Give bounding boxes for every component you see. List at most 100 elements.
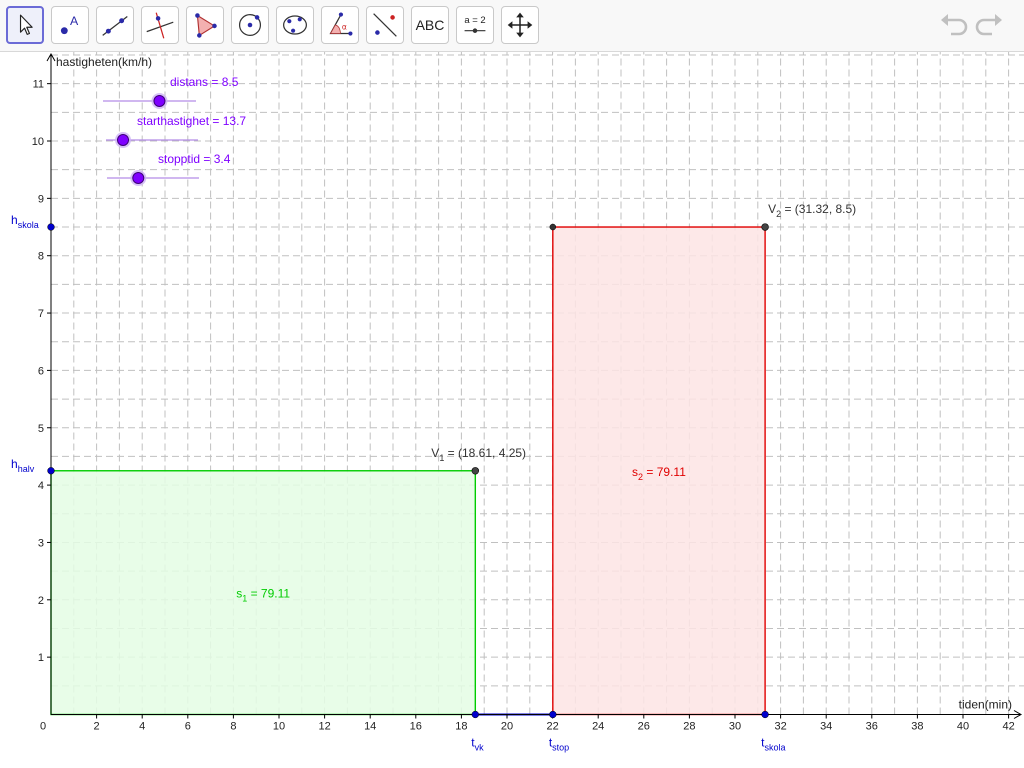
y-tick-label: 11	[33, 79, 44, 91]
line-tool[interactable]	[96, 6, 134, 44]
x-tick-label: 24	[592, 721, 604, 733]
x-axis-arrow	[1013, 710, 1023, 719]
x-tick-label: 0	[40, 721, 46, 733]
y-tick-label: 10	[32, 136, 44, 148]
x-axis-label: tiden(min)	[959, 698, 1012, 712]
graphics-view[interactable]: 0 2 4 6 8 10 12 14 16 18 20 22 24 26 28 30 32 34 36 38 40 421…	[0, 52, 1024, 768]
y-tick-label: 4	[38, 480, 44, 492]
x-tick-label: 36	[866, 721, 878, 733]
y-tick-label: 7	[38, 308, 44, 320]
axis-point-label-t-stop: tstop	[549, 736, 569, 753]
svg-text:α: α	[342, 23, 347, 32]
slider-label: distans = 8.5	[170, 75, 239, 89]
axis-point-t-vk	[471, 710, 479, 719]
point-label-v1: V1 = (18.61, 4.25)	[431, 446, 526, 463]
area-s2	[552, 226, 766, 716]
x-tick-label: 40	[957, 721, 969, 733]
x-tick-label: 10	[273, 721, 285, 733]
slider-tool-label: a = 2	[464, 15, 485, 26]
toolbar: A α	[0, 0, 1024, 52]
label-layer: s1 = 79.11 s2 = 79.11 tiden(min) hastighete…	[11, 55, 1012, 753]
angle-icon: α	[329, 12, 353, 36]
point-layer	[47, 223, 769, 719]
slider-handle[interactable]	[117, 134, 130, 146]
move-tool[interactable]	[6, 6, 44, 44]
slider-tool[interactable]: a = 2	[456, 6, 494, 44]
point-v2	[761, 223, 769, 231]
svg-text:A: A	[70, 14, 79, 28]
axis-point-label-h-skola: hskola	[11, 213, 39, 230]
x-tick-label: 16	[410, 721, 422, 733]
y-axis-arrow	[46, 52, 56, 62]
redo-icon	[975, 14, 1002, 36]
area-s1	[50, 470, 477, 716]
y-tick-label: 9	[38, 193, 44, 205]
point-icon: A	[60, 14, 79, 35]
angle-tool[interactable]: α	[321, 6, 359, 44]
slider-label: starthastighet = 13.7	[137, 114, 246, 128]
slider-layer: distans = 8.5 starthastighet = 13.7 stoppt…	[103, 75, 246, 186]
axes: 0 2 4 6 8 10 12 14 16 18 20 22 24 26 28 30 32 34 36 38 40 421…	[32, 52, 1023, 733]
x-tick-label: 4	[139, 721, 145, 733]
circle-tool[interactable]	[231, 6, 269, 44]
slider-icon: a = 2	[464, 15, 486, 33]
point-tool[interactable]: A	[51, 6, 89, 44]
x-tick-label: 2	[94, 721, 100, 733]
x-tick-label: 14	[364, 721, 376, 733]
axis-point-label-t-vk: tvk	[471, 736, 484, 753]
point-label-v2: V2 = (31.32, 8.5)	[768, 202, 856, 219]
area-label-s2: s2 = 79.11	[632, 465, 686, 482]
text-tool-label: ABC	[415, 17, 445, 33]
x-tick-label: 18	[455, 721, 467, 733]
x-tick-label: 34	[820, 721, 832, 733]
y-tick-label: 1	[38, 652, 44, 664]
slider-label: stopptid = 3.4	[158, 152, 231, 166]
slider-starthastighet[interactable]: starthastighet = 13.7	[106, 114, 246, 148]
x-tick-label: 42	[1002, 721, 1014, 733]
area-label-s1: s1 = 79.11	[236, 587, 290, 604]
line-icon	[102, 15, 128, 36]
slider-handle[interactable]	[132, 172, 145, 184]
axis-point-h-skola	[47, 223, 55, 231]
move-graphics-tool[interactable]	[501, 6, 539, 44]
x-tick-label: 6	[185, 721, 191, 733]
redo-button[interactable]	[974, 10, 1006, 42]
area-layer	[50, 226, 766, 716]
axis-point-h-halv	[47, 467, 55, 475]
axis-point-t-stop	[549, 710, 557, 719]
x-tick-label: 12	[318, 721, 330, 733]
circle-icon	[238, 13, 262, 37]
y-tick-label: 5	[38, 423, 44, 435]
y-tick-label: 6	[38, 365, 44, 377]
text-tool[interactable]: ABC	[411, 6, 449, 44]
axis-point-label-h-halv: hhalv	[11, 457, 35, 474]
axis-point-t-skola	[761, 710, 769, 719]
undo-button[interactable]	[937, 10, 969, 42]
axis-point-label-t-skola: tskola	[761, 736, 785, 753]
move-graphics-icon	[507, 12, 533, 38]
conic-tool[interactable]	[276, 6, 314, 44]
y-axis-label: hastigheten(km/h)	[56, 55, 152, 69]
x-tick-label: 26	[638, 721, 650, 733]
x-tick-label: 20	[501, 721, 513, 733]
polygon-tool[interactable]	[186, 6, 224, 44]
reflect-tool[interactable]	[366, 6, 404, 44]
x-tick-label: 32	[774, 721, 786, 733]
slider-stopptid[interactable]: stopptid = 3.4	[107, 152, 231, 186]
slider-distans[interactable]: distans = 8.5	[103, 75, 239, 109]
cursor-arrow-icon	[19, 14, 33, 35]
y-tick-label: 2	[38, 595, 44, 607]
reflect-icon	[373, 13, 397, 37]
point-v1	[471, 467, 480, 475]
perpendicular-line-tool[interactable]	[141, 6, 179, 44]
corner-point	[549, 223, 557, 231]
x-tick-label: 38	[911, 721, 923, 733]
x-tick-label: 30	[729, 721, 741, 733]
polygon-icon	[195, 13, 217, 38]
y-tick-label: 8	[38, 251, 44, 263]
slider-handle[interactable]	[153, 95, 166, 107]
x-tick-label: 28	[683, 721, 695, 733]
conic-icon	[283, 15, 307, 35]
y-tick-label: 3	[38, 537, 44, 549]
x-tick-label: 22	[546, 721, 558, 733]
